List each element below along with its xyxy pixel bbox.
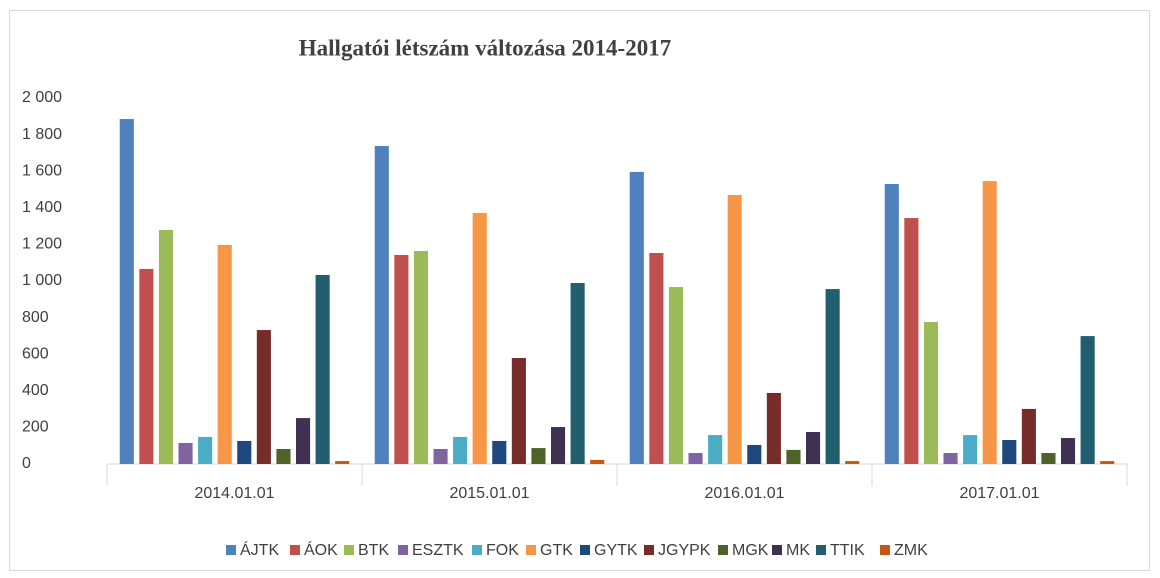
bar (237, 440, 252, 464)
bar (982, 181, 997, 464)
legend-swatch (290, 545, 300, 555)
x-tick-label: 2017.01.01 (959, 485, 1039, 502)
bar (453, 436, 468, 464)
legend-swatch (772, 545, 782, 555)
legend-swatch (526, 545, 536, 555)
bar (825, 289, 840, 464)
bar (904, 218, 919, 464)
bar (708, 435, 723, 464)
bar (531, 448, 546, 464)
bar (550, 427, 566, 464)
bar (963, 435, 978, 464)
bar (1080, 336, 1095, 464)
legend-label: FOK (486, 542, 519, 559)
legend-swatch (718, 545, 728, 555)
bar (394, 255, 409, 464)
bar (198, 436, 213, 464)
bar (1041, 453, 1056, 464)
bar (315, 274, 330, 464)
bar (217, 244, 232, 464)
bar (119, 119, 134, 465)
legend-swatch (226, 545, 236, 555)
legend-swatch (816, 545, 826, 555)
y-tick-label: 1 400 (22, 199, 62, 216)
bar (374, 145, 389, 465)
y-tick-label: 400 (22, 382, 49, 399)
x-tick-label: 2014.01.01 (194, 485, 274, 502)
legend-label: ESZTK (412, 542, 464, 559)
legend-label: ÁJTK (240, 540, 279, 559)
bar (805, 431, 821, 464)
bar (433, 448, 448, 464)
y-tick-label: 1 200 (22, 236, 62, 253)
legend-swatch (398, 545, 408, 555)
x-tick-label: 2015.01.01 (449, 485, 529, 502)
bar (727, 194, 742, 465)
bar (786, 449, 801, 464)
bar (747, 444, 762, 464)
legend-label: ZMK (894, 542, 928, 559)
bar (570, 283, 585, 464)
legend-swatch (644, 545, 654, 555)
legend-label: MGK (732, 542, 769, 559)
legend-label: JGYPK (658, 542, 711, 559)
legend-label: ÁOK (304, 540, 338, 559)
legend-swatch (472, 545, 482, 555)
bar (943, 453, 958, 464)
legend-swatch (880, 545, 890, 555)
bar (492, 440, 507, 464)
bar (1060, 438, 1076, 464)
legend-swatch (580, 545, 590, 555)
bar (511, 358, 526, 464)
bar (158, 229, 174, 464)
x-tick-label: 2016.01.01 (704, 485, 784, 502)
bar (139, 268, 154, 464)
bar (884, 184, 899, 464)
legend-label: TTIK (830, 542, 865, 559)
bar (1002, 440, 1017, 464)
legend-label: BTK (358, 542, 389, 559)
bar (649, 253, 664, 464)
legend-swatch (344, 545, 354, 555)
legend-label: GYTK (594, 542, 638, 559)
legend-label: MK (786, 542, 810, 559)
bar (688, 453, 703, 464)
bar (1100, 461, 1115, 464)
bar (766, 392, 781, 464)
bar (178, 442, 193, 464)
bar (335, 461, 350, 464)
bar (1021, 408, 1036, 464)
y-tick-label: 1 000 (22, 272, 62, 289)
y-tick-label: 1 600 (22, 162, 62, 179)
bar (590, 459, 605, 464)
y-tick-label: 200 (22, 419, 49, 436)
bar (276, 448, 291, 464)
y-tick-label: 0 (22, 455, 31, 472)
y-tick-label: 600 (22, 345, 49, 362)
bar (295, 418, 311, 464)
bar (923, 321, 939, 464)
y-tick-label: 1 800 (22, 126, 62, 143)
y-tick-label: 800 (22, 309, 49, 326)
bar (256, 330, 271, 464)
bar (668, 287, 684, 464)
chart-title: Hallgatói létszám változása 2014-2017 (299, 35, 671, 60)
bar (413, 250, 429, 464)
y-tick-label: 2 000 (22, 89, 62, 106)
bar (472, 212, 487, 464)
bar (845, 461, 860, 464)
bar (629, 171, 644, 464)
legend-label: GTK (540, 542, 573, 559)
